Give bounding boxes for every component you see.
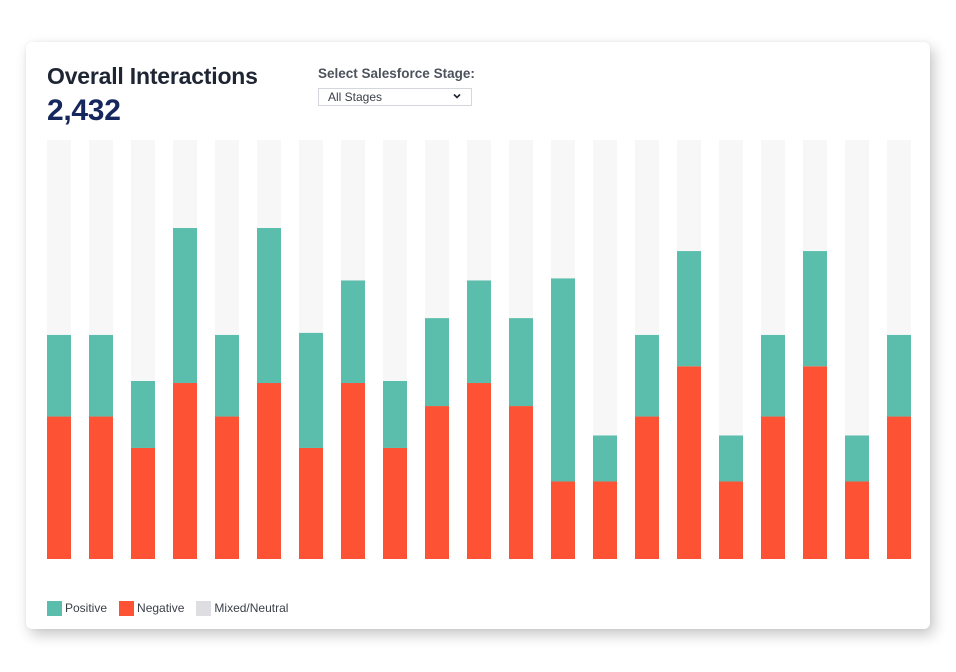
bar-5-positive[interactable] <box>215 334 239 417</box>
bar-10-positive[interactable] <box>425 318 449 407</box>
stacked-bar-chart <box>47 140 911 559</box>
bar-21-negative[interactable] <box>887 416 911 559</box>
bar-8-negative[interactable] <box>341 383 365 559</box>
bar-7-negative[interactable] <box>299 447 323 559</box>
bar-12-mixed-neutral[interactable] <box>509 140 533 319</box>
bar-6-positive[interactable] <box>257 227 281 384</box>
bar-15-positive[interactable] <box>635 334 659 417</box>
stage-select-value: All Stages <box>328 90 383 104</box>
bar-10-mixed-neutral[interactable] <box>425 140 449 319</box>
bar-9-negative[interactable] <box>383 447 407 559</box>
bar-10-negative[interactable] <box>425 406 449 559</box>
total-interactions: 2,432 <box>47 94 121 127</box>
bar-14-mixed-neutral[interactable] <box>593 140 617 436</box>
legend-swatch-positive <box>47 600 62 616</box>
bar-7-positive[interactable] <box>299 332 323 448</box>
bar-15-mixed-neutral[interactable] <box>635 140 659 335</box>
bar-20-positive[interactable] <box>845 435 869 482</box>
bar-18-negative[interactable] <box>761 416 785 559</box>
bar-12-negative[interactable] <box>509 406 533 559</box>
bar-21-mixed-neutral[interactable] <box>887 140 911 335</box>
bar-17-mixed-neutral[interactable] <box>719 140 743 436</box>
bar-4-mixed-neutral[interactable] <box>173 140 197 228</box>
stage-select[interactable]: All Stages <box>318 88 472 106</box>
bar-18-positive[interactable] <box>761 334 785 417</box>
bar-16-negative[interactable] <box>677 366 701 559</box>
bar-3-mixed-neutral[interactable] <box>131 140 155 381</box>
legend-item-negative: Negative <box>119 600 185 616</box>
legend-item-positive: Positive <box>47 600 108 616</box>
chart-title: Overall Interactions <box>47 63 258 89</box>
stage-filter-label: Select Salesforce Stage: <box>318 66 475 81</box>
bar-16-mixed-neutral[interactable] <box>677 140 701 252</box>
bar-12-positive[interactable] <box>509 318 533 407</box>
legend-item-neutral: Mixed/Neutral <box>196 600 289 616</box>
bar-17-positive[interactable] <box>719 435 743 482</box>
bar-18-mixed-neutral[interactable] <box>761 140 785 335</box>
bar-20-negative[interactable] <box>845 481 869 559</box>
legend-label-positive: Positive <box>65 601 108 615</box>
bar-19-mixed-neutral[interactable] <box>803 140 827 252</box>
bar-2-negative[interactable] <box>89 416 113 559</box>
bar-14-negative[interactable] <box>593 481 617 559</box>
bar-3-negative[interactable] <box>131 447 155 559</box>
bar-9-mixed-neutral[interactable] <box>383 140 407 381</box>
bar-14-positive[interactable] <box>593 435 617 482</box>
bar-5-mixed-neutral[interactable] <box>215 140 239 335</box>
bar-15-negative[interactable] <box>635 416 659 559</box>
bar-13-mixed-neutral[interactable] <box>551 140 575 279</box>
bar-1-mixed-neutral[interactable] <box>47 140 71 335</box>
bar-6-mixed-neutral[interactable] <box>257 140 281 228</box>
bar-1-negative[interactable] <box>47 416 71 559</box>
bar-4-negative[interactable] <box>173 383 197 559</box>
bar-11-mixed-neutral[interactable] <box>467 140 491 281</box>
bar-11-negative[interactable] <box>467 383 491 559</box>
legend-label-negative: Negative <box>137 601 185 615</box>
bar-2-positive[interactable] <box>89 334 113 417</box>
chart-legend: Positive Negative Mixed/Neutral <box>47 599 300 617</box>
legend-swatch-negative <box>119 600 135 616</box>
bar-13-positive[interactable] <box>551 278 575 482</box>
bar-6-negative[interactable] <box>257 383 281 559</box>
bar-20-mixed-neutral[interactable] <box>845 140 869 436</box>
bar-7-mixed-neutral[interactable] <box>299 140 323 333</box>
bar-11-positive[interactable] <box>467 280 491 384</box>
bar-3-positive[interactable] <box>131 380 155 448</box>
legend-swatch-neutral <box>196 600 212 616</box>
bar-19-negative[interactable] <box>803 366 827 559</box>
bar-5-negative[interactable] <box>215 416 239 559</box>
bar-2-mixed-neutral[interactable] <box>89 140 113 335</box>
legend-label-neutral: Mixed/Neutral <box>214 601 289 615</box>
bar-17-negative[interactable] <box>719 481 743 559</box>
chevron-down-icon <box>453 93 461 99</box>
bar-16-positive[interactable] <box>677 251 701 367</box>
bar-19-positive[interactable] <box>803 251 827 367</box>
bar-13-negative[interactable] <box>551 481 575 559</box>
bar-1-positive[interactable] <box>47 334 71 417</box>
bar-21-positive[interactable] <box>887 334 911 417</box>
bar-9-positive[interactable] <box>383 380 407 448</box>
interactions-card: Overall Interactions 2,432 Select Salesf… <box>26 42 930 629</box>
bar-8-mixed-neutral[interactable] <box>341 140 365 281</box>
bar-8-positive[interactable] <box>341 280 365 384</box>
bar-4-positive[interactable] <box>173 227 197 384</box>
